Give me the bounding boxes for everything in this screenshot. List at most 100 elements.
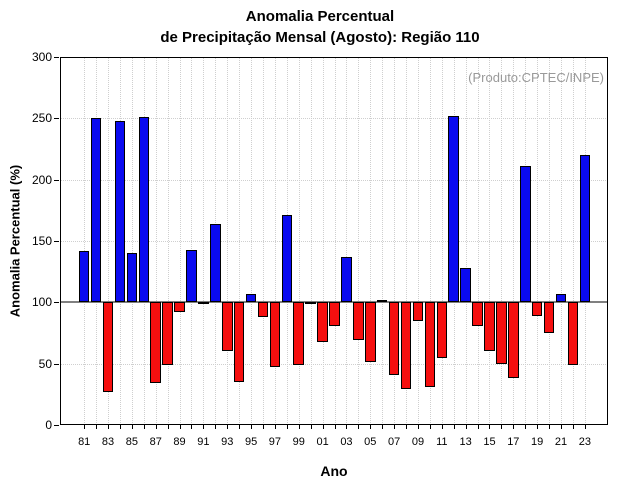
bar-16 — [496, 302, 507, 364]
bar-03 — [341, 256, 352, 303]
x-tick-label: 99 — [292, 436, 305, 448]
horizontal-gridline — [60, 363, 608, 365]
x-axis-tick — [417, 425, 419, 429]
horizontal-gridline — [60, 241, 608, 242]
chart-title-line2: de Precipitação Mensal (Agosto): Região … — [160, 29, 480, 46]
x-tick-label: 01 — [316, 436, 329, 448]
x-axis-tick — [131, 425, 133, 429]
bar-92 — [210, 223, 221, 303]
bar-12 — [448, 115, 459, 303]
x-axis-tick — [370, 425, 372, 429]
x-axis-tick — [382, 425, 384, 429]
bar-02 — [329, 302, 340, 326]
x-tick-label: 93 — [221, 436, 234, 448]
y-tick-label: 200 — [31, 172, 52, 187]
bar-08 — [400, 302, 412, 390]
x-axis-tick — [572, 425, 574, 429]
x-axis-tick — [394, 425, 396, 429]
x-axis-tick — [358, 425, 360, 429]
bar-15 — [484, 302, 495, 352]
bar-06 — [376, 299, 388, 303]
y-tick-label: 150 — [31, 234, 52, 248]
bar-98 — [281, 215, 293, 303]
x-tick-label: 11 — [436, 436, 448, 448]
y-tick-label: 50 — [38, 356, 52, 371]
x-tick-label: 89 — [173, 436, 186, 448]
y-axis-tick — [54, 363, 59, 365]
x-axis-tick — [346, 425, 348, 429]
x-tick-label: 13 — [459, 436, 472, 448]
bar-19 — [531, 302, 543, 316]
bar-96 — [257, 302, 269, 318]
x-axis-tick — [501, 425, 503, 429]
x-axis-tick — [406, 425, 408, 429]
x-axis-tick — [286, 425, 288, 429]
x-axis-tick — [561, 425, 562, 429]
x-tick-label: 09 — [411, 436, 425, 448]
x-axis-tick — [477, 425, 479, 429]
x-axis-tick — [84, 425, 86, 429]
x-axis-tick — [263, 425, 264, 429]
x-axis-tick — [429, 425, 431, 429]
bar-89 — [174, 302, 185, 313]
x-tick-label: 97 — [268, 436, 282, 448]
x-axis-tick — [203, 425, 205, 429]
y-axis-tick — [54, 57, 59, 58]
x-tick-label: 15 — [483, 436, 496, 448]
bar-97 — [269, 302, 281, 368]
bar-99 — [293, 302, 305, 365]
bar-14 — [472, 302, 483, 326]
y-tick-label: 0 — [45, 418, 52, 432]
x-axis-tick — [119, 425, 121, 429]
x-axis-tick — [549, 425, 551, 429]
chart-title-line1: Anomalia Percentual — [245, 8, 395, 25]
x-tick-label: 85 — [125, 436, 138, 448]
bar-83 — [102, 302, 114, 392]
x-tick-label: 91 — [197, 436, 210, 448]
x-axis-tick — [179, 425, 181, 429]
bar-85 — [126, 253, 138, 303]
x-tick-label: 07 — [387, 436, 401, 448]
x-axis-tick — [453, 425, 455, 429]
horizontal-gridline — [60, 118, 608, 120]
source-annotation: (Produto:CPTEC/INPE) — [468, 70, 604, 85]
bar-05 — [364, 302, 376, 363]
x-tick-label: 83 — [101, 436, 115, 448]
bar-01 — [317, 302, 328, 342]
x-tick-label: 21 — [554, 436, 568, 448]
x-axis-tick — [108, 425, 110, 429]
bar-90 — [186, 249, 197, 303]
bar-00 — [305, 302, 316, 305]
bar-09 — [412, 302, 424, 321]
bar-87 — [150, 302, 161, 384]
y-axis-tick — [54, 302, 59, 304]
x-axis-tick — [441, 425, 443, 429]
bar-04 — [353, 302, 364, 341]
x-tick-label: 87 — [149, 436, 162, 448]
x-axis-tick — [143, 425, 145, 429]
x-axis-tick — [489, 425, 491, 429]
x-axis-tick — [239, 425, 241, 429]
bar-20 — [543, 302, 555, 333]
bar-84 — [114, 120, 126, 303]
x-tick-label: 17 — [507, 436, 520, 448]
x-axis-tick — [513, 425, 515, 429]
bar-91 — [198, 302, 209, 305]
bar-22 — [567, 302, 579, 365]
bar-81 — [78, 250, 90, 303]
bar-23 — [579, 155, 591, 303]
x-axis-label: Ano — [320, 463, 348, 479]
x-axis-tick — [191, 425, 193, 429]
x-tick-label: 95 — [244, 436, 258, 448]
bar-82 — [90, 118, 102, 303]
y-axis-tick — [54, 179, 59, 181]
x-axis-tick — [274, 425, 276, 429]
bar-07 — [388, 302, 400, 375]
x-tick-label: 03 — [340, 436, 353, 448]
bar-88 — [162, 302, 173, 365]
y-tick-label: 100 — [31, 295, 52, 310]
bar-94 — [233, 302, 245, 383]
y-tick-label: 250 — [31, 111, 52, 126]
bar-86 — [138, 117, 150, 303]
